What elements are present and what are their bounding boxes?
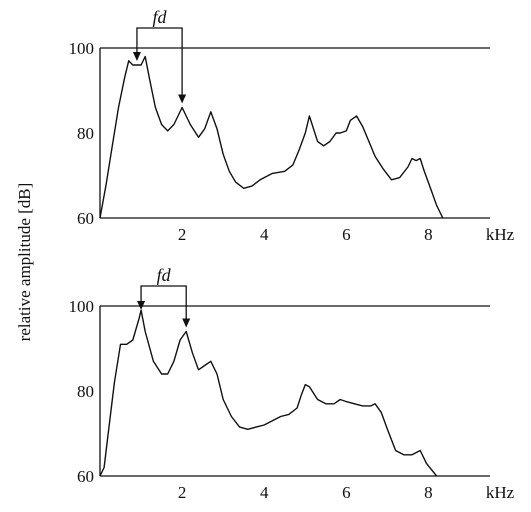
bottom-fd-bracket — [140, 285, 187, 320]
bottom-fd-arrowhead-left — [137, 301, 146, 310]
bottom-spectrum-line — [99, 309, 438, 477]
top-x-tick-label: 2 — [178, 225, 187, 244]
bottom-fd-arrowhead-right — [182, 318, 191, 328]
top-spectrum-line — [99, 55, 444, 219]
bottom-x-tick-label: 8 — [424, 483, 433, 502]
top-fd-arrowhead-right — [178, 94, 187, 104]
bottom-x-unit-label: kHz — [486, 483, 515, 502]
top-y-tick-label: 100 — [69, 39, 95, 58]
top-y-tick-label: 60 — [77, 209, 94, 228]
top-x-tick-label: 4 — [260, 225, 269, 244]
chart-panel-bottom: 60 80 100 2 4 6 8 kHz fd — [69, 265, 515, 502]
bottom-y-tick-label: 100 — [69, 297, 95, 316]
top-fd-bracket — [136, 27, 183, 96]
top-x-tick-label: 6 — [342, 225, 351, 244]
bottom-y-tick-label: 60 — [77, 467, 94, 486]
top-x-tick-label: 8 — [424, 225, 433, 244]
bottom-x-tick-label: 6 — [342, 483, 351, 502]
bottom-x-tick-label: 4 — [260, 483, 269, 502]
bottom-fd-label: fd — [157, 265, 172, 285]
bottom-y-tick-label: 80 — [77, 382, 94, 401]
top-y-tick-label: 80 — [77, 124, 94, 143]
top-fd-label: fd — [153, 7, 168, 27]
bottom-x-tick-label: 2 — [178, 483, 187, 502]
y-axis-label: relative amplitude [dB] — [15, 183, 34, 342]
top-x-unit-label: kHz — [486, 225, 515, 244]
chart-panel-top: 60 80 100 2 4 6 8 kHz fd — [69, 7, 515, 244]
top-fd-arrowhead-left — [132, 52, 141, 61]
